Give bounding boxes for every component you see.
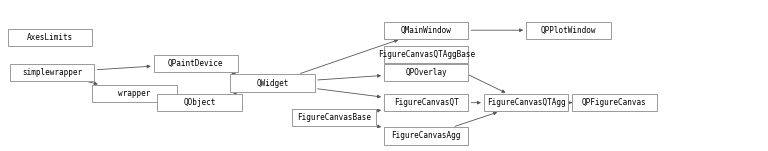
FancyBboxPatch shape [526, 21, 611, 39]
FancyBboxPatch shape [8, 29, 92, 47]
Text: FigureCanvasQT: FigureCanvasQT [394, 98, 458, 107]
FancyBboxPatch shape [157, 94, 242, 111]
Text: QMainWindow: QMainWindow [401, 26, 452, 35]
FancyBboxPatch shape [384, 21, 468, 39]
Text: FigureCanvasAgg: FigureCanvasAgg [392, 131, 461, 140]
Text: QPOverlay: QPOverlay [406, 68, 447, 77]
Text: QPPlotWindow: QPPlotWindow [541, 26, 596, 35]
FancyBboxPatch shape [384, 46, 468, 63]
FancyBboxPatch shape [384, 94, 468, 111]
FancyBboxPatch shape [154, 55, 238, 72]
Text: QPaintDevice: QPaintDevice [168, 59, 223, 68]
Text: FigureCanvasQTAggBase: FigureCanvasQTAggBase [378, 50, 475, 59]
FancyBboxPatch shape [384, 127, 468, 145]
FancyBboxPatch shape [484, 94, 568, 111]
Text: QObject: QObject [184, 98, 216, 107]
Text: FigureCanvasBase: FigureCanvasBase [297, 113, 371, 122]
FancyBboxPatch shape [292, 109, 376, 127]
Text: FigureCanvasQTAgg: FigureCanvasQTAgg [487, 98, 565, 107]
FancyBboxPatch shape [230, 74, 315, 92]
Text: QPFigureCanvas: QPFigureCanvas [582, 98, 647, 107]
FancyBboxPatch shape [92, 85, 177, 102]
Text: AxesLimits: AxesLimits [27, 33, 73, 42]
Text: simplewrapper: simplewrapper [22, 68, 82, 77]
Text: wrapper: wrapper [118, 89, 151, 98]
FancyBboxPatch shape [572, 94, 657, 111]
FancyBboxPatch shape [384, 64, 468, 81]
FancyBboxPatch shape [10, 64, 94, 81]
Text: QWidget: QWidget [257, 79, 289, 88]
